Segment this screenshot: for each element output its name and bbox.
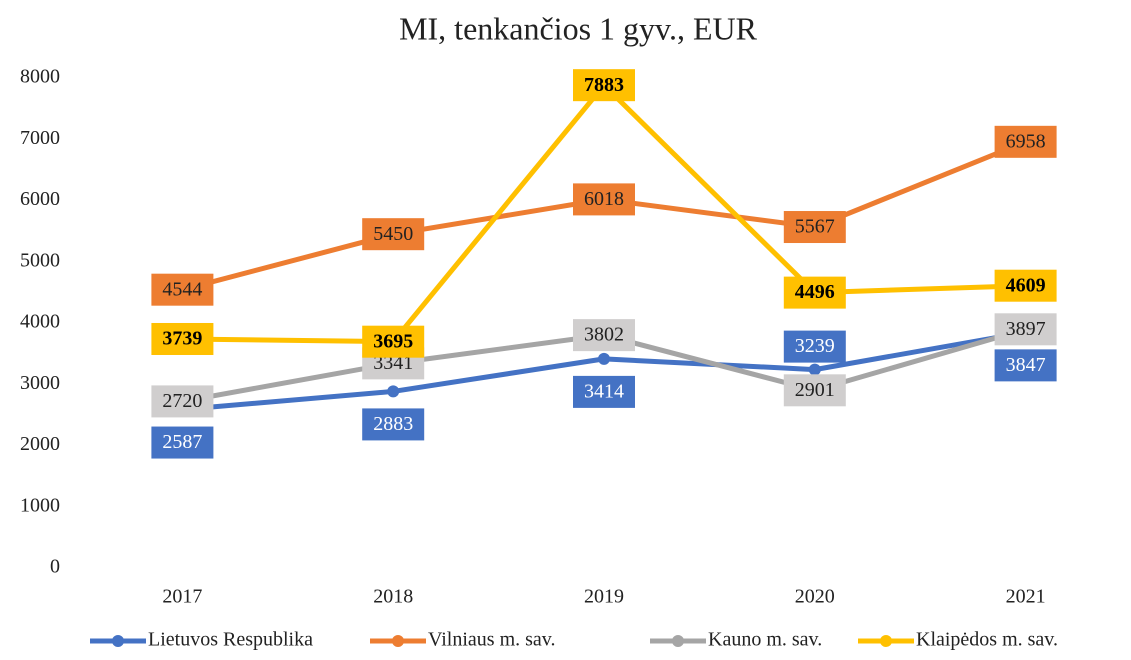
data-label: 5567 — [795, 216, 835, 238]
legend-label: Kauno m. sav. — [708, 629, 822, 651]
label-box — [783, 374, 846, 407]
y-tick-label: 7000 — [20, 127, 60, 149]
marker — [598, 352, 610, 365]
label-box — [994, 125, 1057, 158]
data-label: 2901 — [795, 379, 835, 401]
label-box — [783, 276, 846, 309]
data-label: 3802 — [584, 324, 624, 346]
x-tick-label: 2021 — [1006, 586, 1046, 608]
label-box — [783, 211, 846, 244]
x-tick-label: 2019 — [584, 586, 624, 608]
label-box — [151, 426, 214, 459]
label-box — [151, 322, 214, 355]
label-box — [783, 330, 846, 363]
y-tick-label: 1000 — [20, 494, 60, 516]
label-box — [151, 385, 214, 418]
y-tick-label: 0 — [50, 556, 60, 578]
label-box — [573, 183, 635, 216]
label-box — [362, 325, 425, 358]
x-tick-label: 2020 — [795, 586, 835, 608]
legend-marker — [392, 635, 404, 647]
label-box — [151, 273, 214, 306]
data-label: 4544 — [162, 278, 202, 300]
y-tick-label: 3000 — [20, 372, 60, 394]
data-label: 2720 — [162, 390, 202, 412]
data-label: 2587 — [162, 431, 202, 453]
data-label: 3847 — [1006, 354, 1046, 376]
marker — [387, 385, 400, 398]
data-label: 3897 — [1006, 318, 1046, 340]
marker — [808, 363, 821, 376]
series-line — [181, 139, 1027, 293]
legend-marker — [880, 635, 892, 647]
y-tick-label: 4000 — [20, 311, 60, 333]
data-label: 7883 — [584, 74, 624, 96]
y-tick-label: 5000 — [20, 249, 60, 271]
y-tick-label: 2000 — [20, 433, 60, 455]
legend-label: Klaipėdos m. sav. — [916, 629, 1058, 651]
data-label: 3739 — [162, 328, 202, 350]
legend-marker — [112, 635, 124, 647]
label-box — [994, 313, 1057, 346]
data-label: 5450 — [373, 223, 413, 245]
data-label: 3414 — [584, 380, 624, 402]
label-box — [573, 319, 635, 352]
label-box — [573, 69, 635, 102]
data-label: 6018 — [584, 188, 624, 210]
y-tick-label: 8000 — [20, 66, 60, 88]
label-box — [994, 269, 1057, 302]
data-label: 4496 — [795, 281, 835, 303]
y-tick-label: 6000 — [20, 188, 60, 210]
label-box — [362, 218, 425, 251]
legend-label: Lietuvos Respublika — [148, 629, 313, 651]
data-label: 3695 — [373, 330, 413, 352]
x-tick-label: 2018 — [373, 586, 413, 608]
legend-label: Vilniaus m. sav. — [428, 629, 556, 651]
label-box — [573, 375, 635, 408]
data-label: 2883 — [373, 413, 413, 435]
legend-marker — [672, 635, 684, 647]
label-box — [994, 349, 1057, 382]
x-tick-label: 2017 — [162, 586, 202, 608]
label-box — [362, 408, 425, 441]
data-label: 3239 — [795, 335, 835, 357]
data-label: 6958 — [1006, 130, 1046, 152]
data-label: 4609 — [1006, 274, 1046, 296]
chart-title: MI, tenkančios 1 gyv., EUR — [399, 10, 758, 46]
